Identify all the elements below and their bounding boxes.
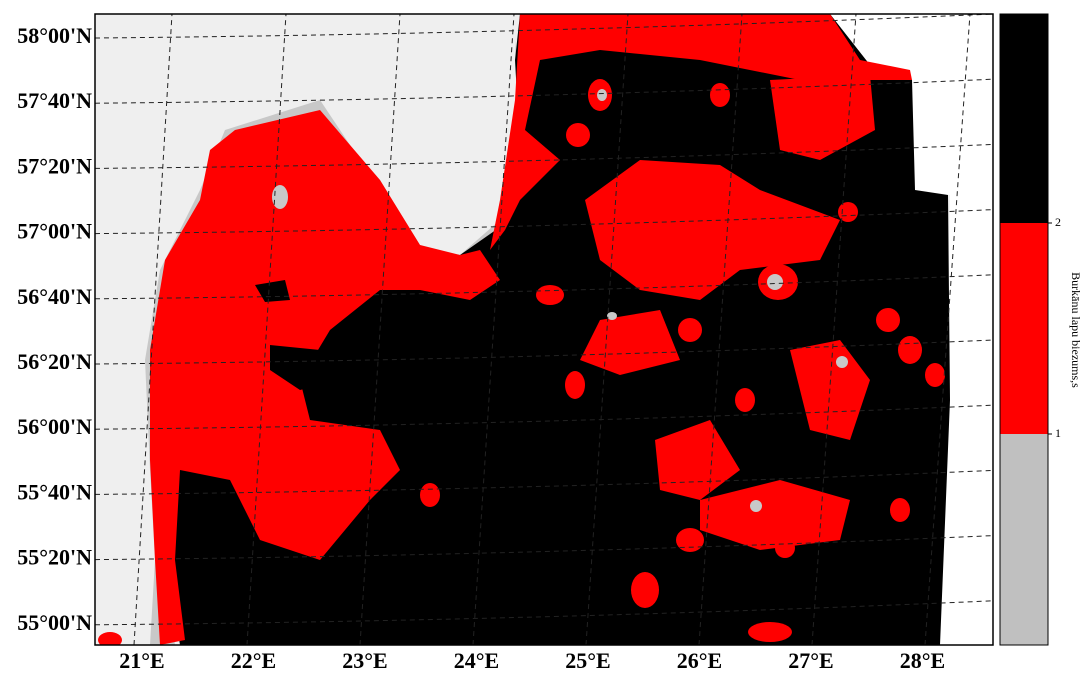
lat-label: 55°20'N: [17, 545, 92, 570]
lon-label: 24°E: [454, 648, 499, 673]
lon-label: 28°E: [900, 648, 945, 673]
map-area: [95, 14, 993, 648]
lon-label: 21°E: [119, 648, 164, 673]
legend-band: [1000, 434, 1048, 645]
lat-label: 58°00'N: [17, 23, 92, 48]
lon-label: 23°E: [342, 648, 387, 673]
legend-title: Burkānu lapu biezums,s: [1069, 272, 1083, 388]
legend-band: [1000, 223, 1048, 434]
lat-label: 55°40'N: [17, 479, 92, 504]
lat-label: 56°40'N: [17, 284, 92, 309]
lon-label: 26°E: [677, 648, 722, 673]
lat-label: 57°00'N: [17, 219, 92, 244]
lat-label: 56°00'N: [17, 414, 92, 439]
lon-label: 25°E: [565, 648, 610, 673]
lon-label: 27°E: [788, 648, 833, 673]
legend-tick-label: 1: [1055, 426, 1061, 440]
legend[interactable]: 1 2 Burkānu lapu biezums,s: [1000, 14, 1083, 645]
lat-label: 57°20'N: [17, 153, 92, 178]
lat-label: 57°40'N: [17, 88, 92, 113]
lat-label: 55°00'N: [17, 610, 92, 635]
map-page: 1 2 Burkānu lapu biezums,s 58°00'N 57°40'N 5…: [0, 0, 1085, 678]
legend-band: [1000, 14, 1048, 223]
legend-tick-label: 2: [1055, 215, 1061, 229]
lat-label: 56°20'N: [17, 349, 92, 374]
lon-label: 22°E: [231, 648, 276, 673]
